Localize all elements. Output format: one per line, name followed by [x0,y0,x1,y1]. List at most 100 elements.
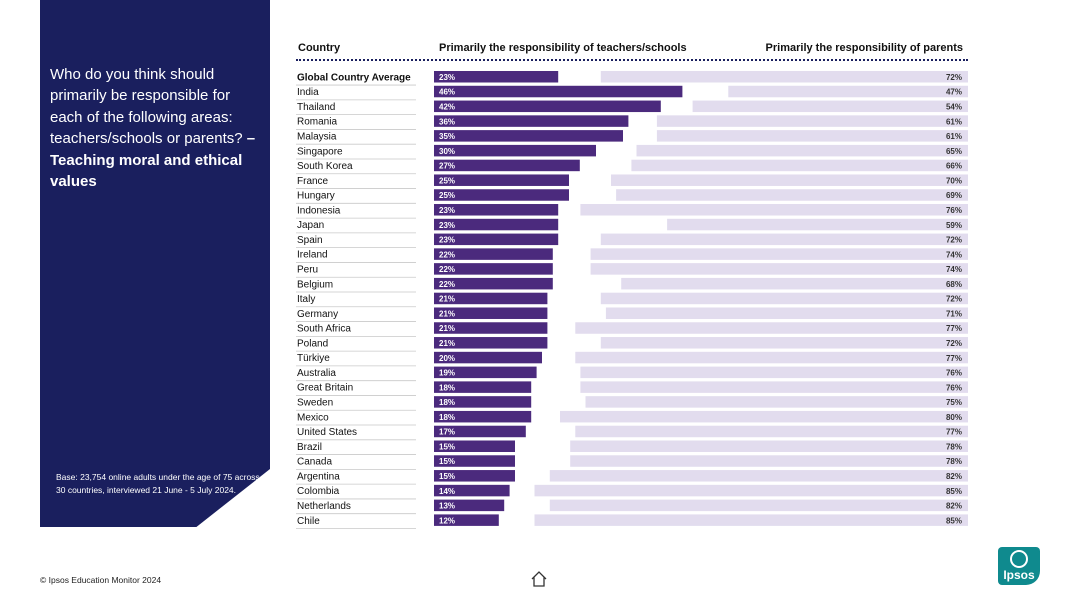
teachers-value-label: 15% [439,472,455,481]
teachers-bar [434,455,515,467]
parents-bar [667,218,968,231]
teachers-value-label: 46% [439,88,455,97]
teachers-value-label: 19% [439,369,455,378]
parents-bar [600,233,968,246]
teachers-value-label: 21% [439,295,455,304]
parents-bar [600,71,968,83]
country-label: Hungary [297,191,335,202]
header-country: Country [298,42,341,54]
parents-value-label: 85% [946,516,962,525]
parents-value-label: 80% [946,413,962,422]
parents-bar [590,248,968,260]
country-label: Great Britain [297,383,353,394]
teachers-value-label: 42% [439,103,455,112]
parents-value-label: 72% [946,295,962,304]
country-label: Poland [297,338,328,349]
parents-value-label: 72% [946,236,962,245]
country-label: Thailand [297,102,335,113]
teachers-value-label: 20% [439,354,455,363]
parents-value-label: 71% [946,309,962,318]
country-label: Australia [297,368,336,379]
country-label: Germany [297,309,338,320]
teachers-bar [434,366,537,379]
teachers-value-label: 17% [439,428,455,437]
parents-bar [600,337,968,349]
teachers-bar [434,263,553,275]
parents-bar [728,85,968,98]
teachers-value-label: 15% [439,457,455,466]
country-label: Türkiye [297,353,330,364]
country-label: Argentina [297,471,340,482]
logo-mark-icon [1010,550,1028,568]
country-label: United States [297,427,357,438]
teachers-bar [434,440,515,452]
parents-bar [621,277,968,290]
teachers-value-label: 12% [439,516,455,525]
parents-value-label: 61% [946,117,962,126]
teachers-value-label: 27% [439,162,455,171]
parents-bar [656,130,968,142]
country-label: Brazil [297,442,322,453]
teachers-value-label: 21% [439,309,455,318]
parents-value-label: 77% [946,354,962,363]
parents-bar [534,484,968,497]
parents-value-label: 74% [946,250,962,259]
parents-value-label: 75% [946,398,962,407]
teachers-value-label: 14% [439,487,455,496]
parents-bar [534,514,968,526]
parents-value-label: 78% [946,457,962,466]
country-label: Mexico [297,412,329,423]
country-label: Belgium [297,279,333,290]
teachers-bar [434,233,559,246]
teachers-value-label: 18% [439,383,455,392]
teachers-bar [434,144,596,157]
parents-bar [560,410,968,423]
parents-bar [570,455,968,467]
parents-bar [549,470,968,482]
parents-bar [570,440,968,452]
country-label: Indonesia [297,205,341,216]
teachers-bar [434,189,569,201]
parents-value-label: 77% [946,324,962,333]
parents-bar [575,425,968,438]
teachers-bar [434,396,532,408]
teachers-bar [434,85,683,98]
country-label: Canada [297,457,332,468]
parents-bar [575,351,968,364]
teachers-value-label: 30% [439,147,455,156]
teachers-bar [434,100,661,113]
teachers-bar [434,159,580,172]
parents-bar [575,322,968,334]
teachers-bar [434,115,629,127]
parents-bar [611,174,968,186]
parents-value-label: 66% [946,162,962,171]
parents-value-label: 82% [946,472,962,481]
country-label: Malaysia [297,131,337,142]
ipsos-logo: Ipsos [998,547,1040,585]
teachers-bar [434,499,505,512]
teachers-bar [434,248,553,260]
teachers-value-label: 25% [439,191,455,200]
teachers-bar [434,174,569,186]
teachers-bar [434,277,553,290]
teachers-value-label: 36% [439,117,455,126]
parents-value-label: 68% [946,280,962,289]
teachers-bar [434,307,548,319]
country-label: Colombia [297,486,340,497]
parents-value-label: 76% [946,206,962,215]
parents-value-label: 61% [946,132,962,141]
home-icon[interactable] [530,570,548,588]
teachers-bar [434,292,548,305]
country-label: Ireland [297,250,328,261]
teachers-value-label: 21% [439,324,455,333]
teachers-value-label: 18% [439,413,455,422]
teachers-value-label: 18% [439,398,455,407]
country-label: Global Country Average [297,72,411,83]
teachers-bar [434,337,548,349]
parents-value-label: 47% [946,88,962,97]
country-label: Spain [297,235,323,246]
teachers-bar [434,322,548,334]
parents-bar [631,159,968,172]
parents-value-label: 77% [946,428,962,437]
